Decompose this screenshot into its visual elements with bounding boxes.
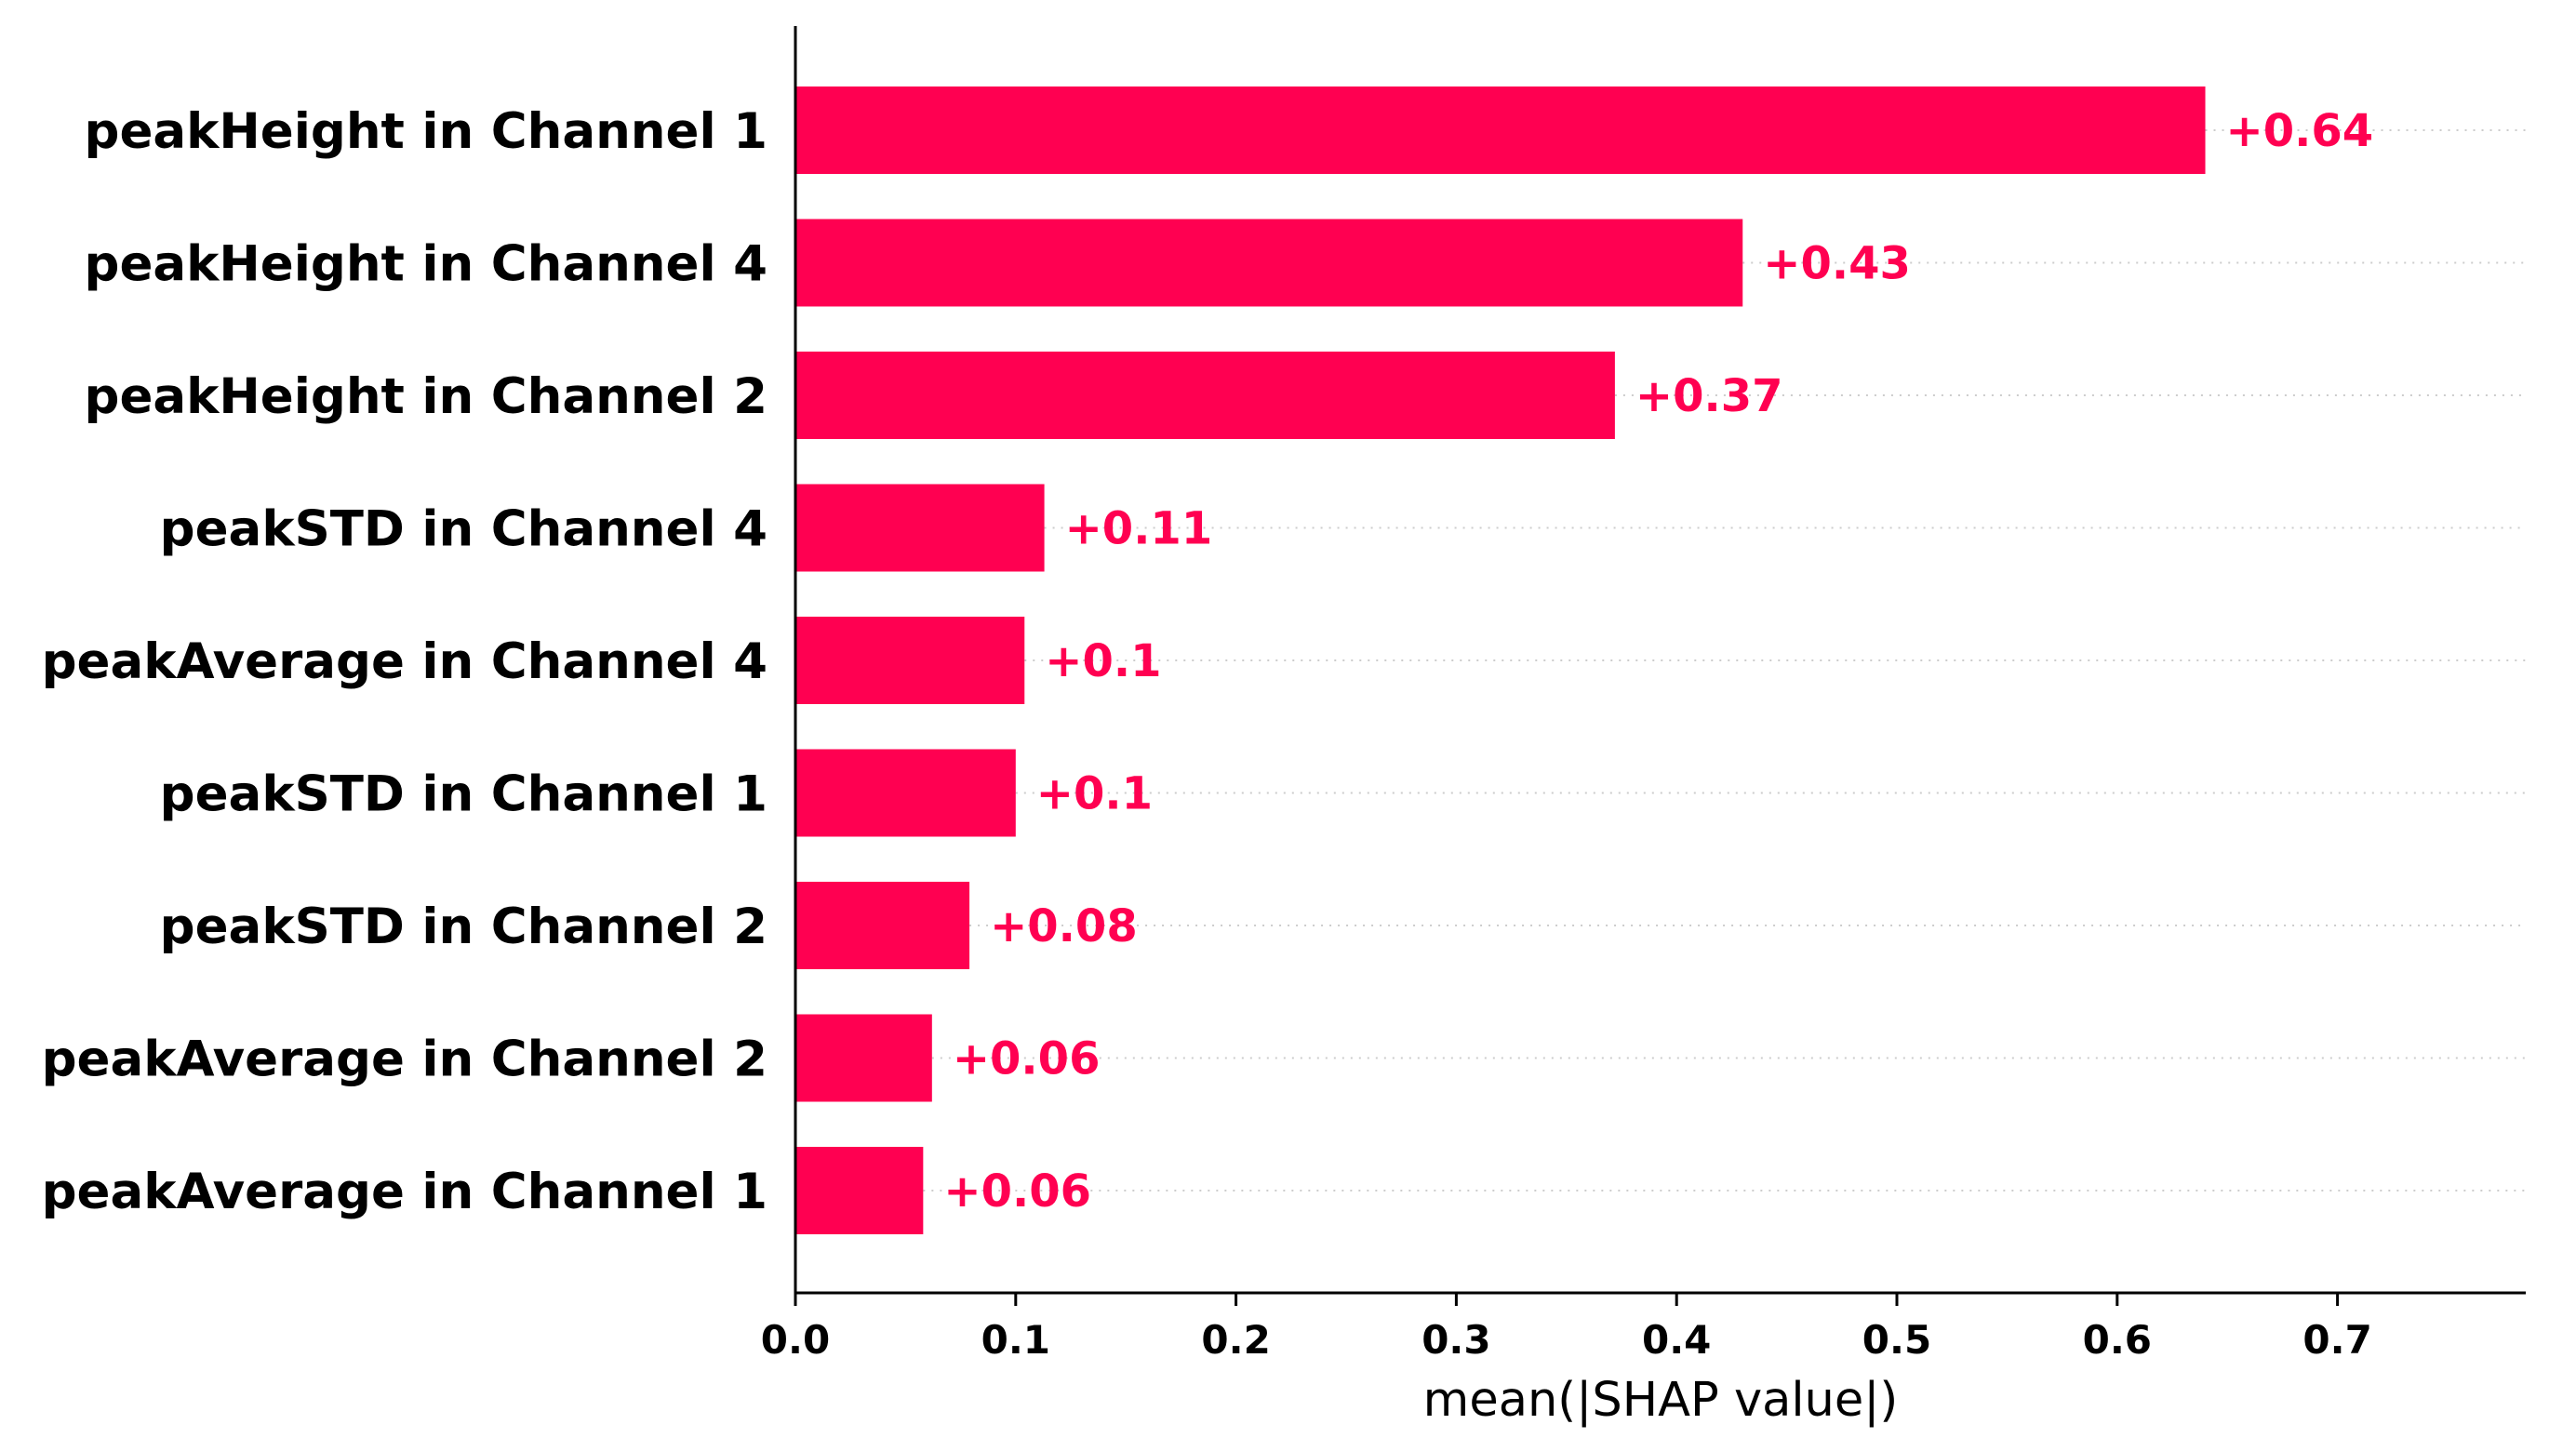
value-label: +0.1 [1045, 635, 1161, 687]
bar [795, 617, 1025, 704]
bar [795, 882, 970, 969]
value-label: +0.43 [1763, 238, 1911, 290]
x-tick-label: 0.5 [1862, 1317, 1931, 1363]
bar [795, 352, 1615, 439]
bar [795, 1147, 924, 1234]
category-label: peakSTD in Channel 4 [160, 501, 767, 558]
category-label: peakSTD in Channel 2 [160, 899, 767, 955]
value-label: +0.08 [990, 900, 1138, 952]
x-axis-title: mean(|SHAP value|) [1423, 1373, 1899, 1428]
value-label: +0.06 [953, 1033, 1101, 1085]
category-label: peakHeight in Channel 1 [85, 103, 767, 160]
category-label: peakAverage in Channel 2 [42, 1032, 767, 1088]
value-label: +0.06 [943, 1165, 1091, 1218]
x-tick-label: 0.4 [1642, 1317, 1711, 1363]
category-label: peakHeight in Channel 2 [85, 368, 767, 425]
value-label: +0.1 [1036, 768, 1153, 820]
x-axis-ticks: 0.0 0.1 0.2 0.3 0.4 0.5 0.6 0.7 [761, 1293, 2372, 1363]
value-label: +0.11 [1065, 503, 1213, 555]
value-labels: +0.64 +0.43 +0.37 +0.11 +0.1 +0.1 +0.08 +0.06 +0… [943, 105, 2373, 1218]
x-tick-label: 0.6 [2083, 1317, 2152, 1363]
category-label: peakHeight in Channel 4 [85, 236, 767, 293]
bar [795, 1014, 932, 1102]
x-tick-label: 0.7 [2302, 1317, 2371, 1363]
bar [795, 484, 1045, 572]
bar [795, 749, 1016, 837]
bar [795, 219, 1743, 307]
category-label: peakAverage in Channel 4 [42, 633, 767, 690]
x-tick-label: 0.3 [1421, 1317, 1490, 1363]
bar [795, 87, 2206, 174]
value-label: +0.37 [1635, 370, 1783, 422]
bars [795, 87, 2206, 1234]
x-tick-label: 0.0 [761, 1317, 830, 1363]
value-label: +0.64 [2226, 105, 2374, 157]
guide-lines [923, 129, 2526, 1191]
category-labels: peakHeight in Channel 1 peakHeight in Cha… [42, 103, 767, 1220]
x-tick-label: 0.1 [981, 1317, 1050, 1363]
category-label: peakAverage in Channel 1 [42, 1164, 767, 1220]
category-label: peakSTD in Channel 1 [160, 766, 767, 823]
x-tick-label: 0.2 [1201, 1317, 1270, 1363]
